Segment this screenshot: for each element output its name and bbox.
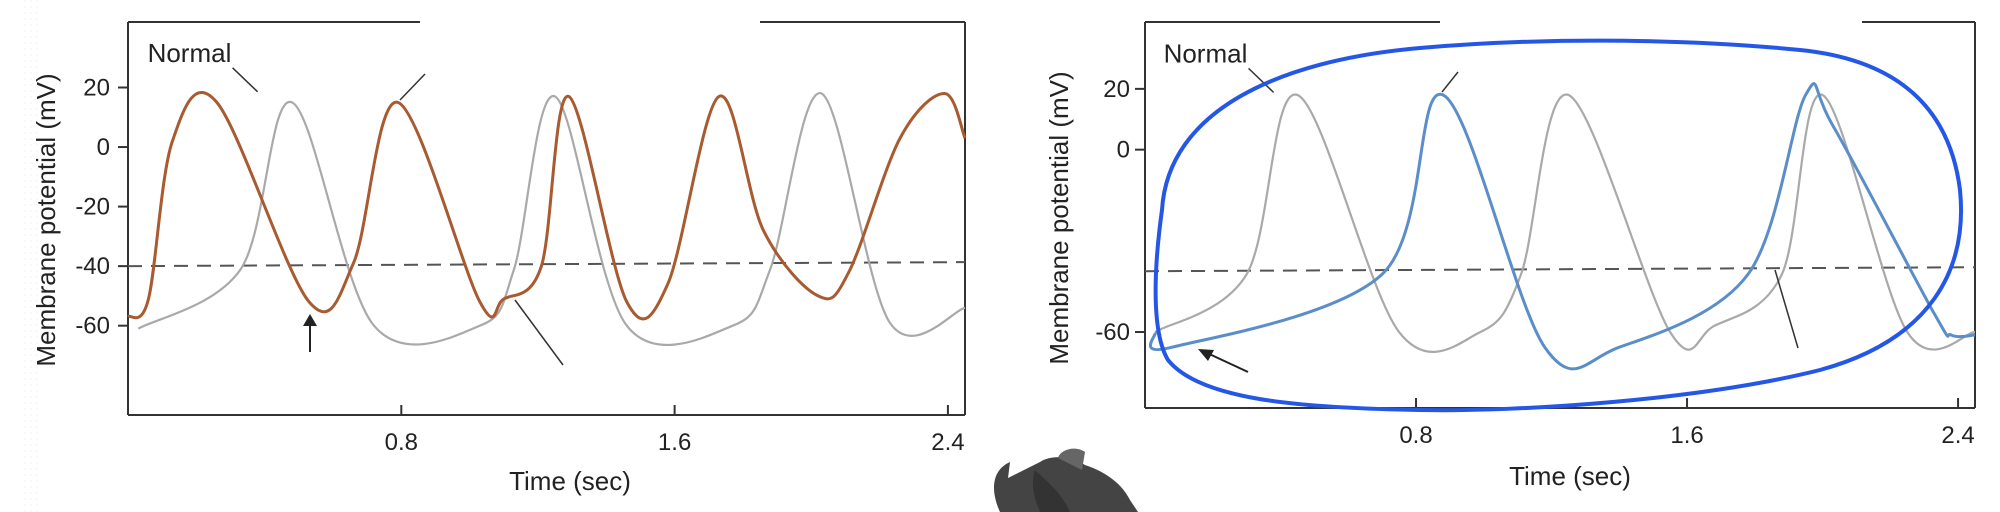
chart-2-x-axis-title: Time (sec) [1509,461,1631,491]
hand-drawn-highlight-loop [1153,38,1963,413]
pointer-arrow-icon [1204,351,1249,373]
x-tick-label: 1.6 [658,429,691,456]
chart-panel-2: Membrane potential (mV) Time (sec) 20 0 -6… [1044,21,1976,491]
y-tick-label: 20 [1103,76,1130,103]
pointer-line [514,299,564,366]
x-tick-label: 2.4 [931,429,964,456]
y-tick-label: -40 [75,253,110,280]
annotation-label: Normal [1164,38,1248,68]
annotation-leader [1248,67,1275,93]
x-tick-label: 2.4 [1941,422,1974,449]
pointer-arrow-icon [1198,349,1214,361]
threshold-line [1144,266,1976,273]
threshold-line [127,261,966,268]
y-tick-label: -60 [1095,319,1130,346]
x-tick-label: 0.8 [385,429,418,456]
pointer-line [399,73,426,101]
y-tick-label: -60 [75,313,110,340]
y-tick-label: 0 [97,134,110,161]
chart-1-y-axis-title: Membrane potential (mV) [31,73,61,366]
y-tick-label: -20 [75,194,110,221]
series-line-2 [1148,82,1976,371]
series-line-2 [127,91,967,321]
chart-panel-1: Membrane potential (mV) Time (sec) 20 0 -2… [31,21,967,496]
x-tick-label: 0.8 [1399,422,1432,449]
series-line-1 [1154,93,1976,353]
chart-1-x-axis-title: Time (sec) [509,466,631,496]
x-tick-label: 1.6 [1670,422,1703,449]
pointer-line [1441,71,1459,93]
y-tick-label: 0 [1117,137,1130,164]
scan-edge [20,0,42,512]
series-line-1 [137,92,966,346]
annotation-label: Normal [148,38,232,68]
pointer-line [1774,269,1799,349]
chart-2-y-axis-title: Membrane potential (mV) [1044,71,1074,364]
annotation-leader [232,67,259,93]
up-arrow-icon [303,314,317,326]
y-tick-label: 20 [83,75,110,102]
heart-icon [994,448,1138,512]
